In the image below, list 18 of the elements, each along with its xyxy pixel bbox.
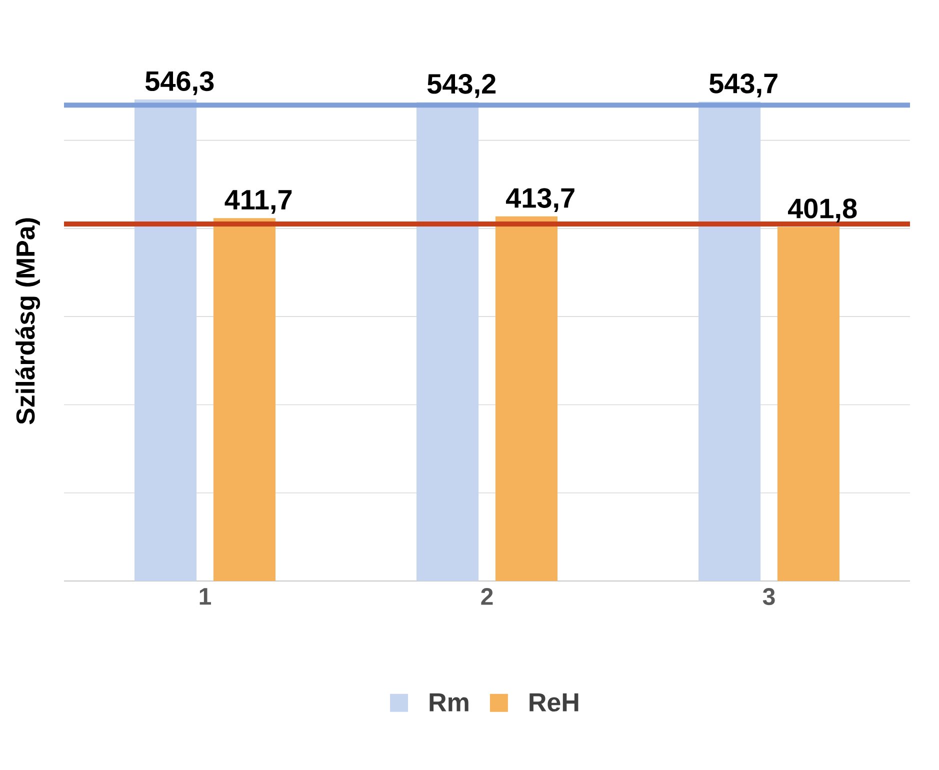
data-label: 543,7 — [709, 73, 778, 98]
legend-label: ReH — [530, 693, 578, 712]
bar — [698, 102, 761, 581]
data-label: 546,3 — [145, 71, 214, 96]
bar — [213, 218, 276, 581]
bar — [134, 100, 197, 581]
legend-label: Rm — [430, 693, 468, 712]
data-label: 401,8 — [788, 198, 857, 222]
y-axis-title: Szilárdásg (MPa) — [15, 218, 40, 424]
x-tick-label: 1 — [200, 588, 211, 605]
bar — [416, 102, 479, 581]
data-label: 413,7 — [506, 188, 574, 212]
data-label: 543,2 — [427, 74, 496, 98]
x-tick-label: 2 — [481, 588, 493, 605]
data-label: 411,7 — [224, 190, 292, 214]
bar — [777, 226, 840, 581]
x-tick-label: 3 — [762, 588, 775, 606]
bar — [495, 216, 558, 581]
